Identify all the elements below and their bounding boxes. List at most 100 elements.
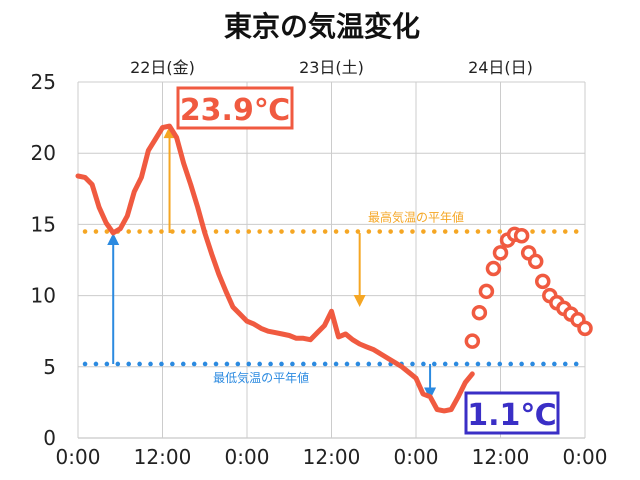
reference-dot [191, 361, 197, 367]
reference-dot [421, 361, 426, 367]
reference-dot [104, 229, 110, 234]
reference-dot [388, 229, 393, 234]
reference-dot [541, 229, 546, 234]
reference-dot [442, 361, 448, 367]
reference-dot [148, 229, 153, 234]
reference-dot [93, 229, 99, 234]
x-tick-label: 12:00 [472, 445, 530, 469]
reference-line [82, 361, 579, 367]
reference-dot [159, 361, 164, 367]
reference-dot [279, 361, 284, 367]
reference-dot [290, 361, 295, 367]
reference-dot [497, 361, 503, 367]
forecast-marker [464, 333, 481, 349]
reference-dot [410, 229, 415, 234]
reference-dot [268, 361, 273, 367]
reference-dot [421, 229, 426, 234]
reference-dot [82, 229, 88, 234]
reference-dot [497, 229, 503, 234]
reference-dot [224, 361, 230, 367]
reference-dot [257, 361, 262, 367]
reference-dot [213, 361, 219, 367]
forecast-marker [527, 253, 544, 270]
reference-dot [235, 361, 241, 367]
temperature-series [75, 123, 593, 414]
reference-dot [573, 229, 579, 234]
reference-dot [475, 229, 481, 234]
reference-dot [290, 229, 295, 234]
x-tick-label: 12:00 [303, 445, 361, 469]
forecast-marker [513, 228, 530, 244]
day-labels: 22日(金) 23日(土) 24日(日) [130, 58, 533, 77]
reference-dot [235, 229, 241, 234]
forecast-marker [478, 283, 495, 300]
day-label: 24日(日) [468, 58, 533, 77]
reference-dot [202, 361, 208, 367]
reference-dot [541, 361, 546, 367]
temperature-line [75, 123, 475, 414]
day-label: 23日(土) [299, 58, 364, 77]
reference-dot [464, 361, 470, 367]
reference-line-label: 最低気温の平年値 [213, 370, 309, 385]
reference-dot [170, 229, 175, 234]
reference-dot [377, 361, 383, 367]
callout-max-text: 23.9℃ [180, 93, 290, 128]
reference-dot [573, 361, 579, 367]
chart-title: 東京の気温変化 [224, 10, 420, 43]
x-tick-label: 0:00 [56, 445, 101, 469]
reference-dot [552, 229, 557, 234]
reference-dot [552, 361, 557, 367]
arrow [107, 232, 120, 364]
reference-dot [246, 229, 252, 234]
reference-dot [486, 229, 492, 234]
arrow [424, 363, 437, 400]
reference-dot [104, 361, 110, 367]
reference-dot [453, 229, 459, 234]
reference-dot [486, 361, 492, 367]
reference-dot [246, 361, 252, 367]
reference-dot [355, 229, 361, 234]
reference-dot [344, 361, 350, 367]
forecast-marker [485, 260, 502, 277]
reference-dot [333, 229, 339, 234]
reference-dot [453, 361, 459, 367]
arrow-head [107, 232, 120, 245]
x-axis: 0:00 12:00 0:00 12:00 0:00 12:00 0:00 [56, 445, 608, 469]
grid-lines [77, 81, 586, 439]
x-tick-label: 0:00 [225, 445, 270, 469]
reference-dot [475, 361, 481, 367]
reference-dot [180, 361, 186, 367]
reference-dot [170, 361, 175, 367]
reference-dot [399, 229, 404, 234]
callout-max-box [176, 86, 294, 130]
reference-dot [159, 229, 164, 234]
reference-dot [355, 361, 361, 367]
callout-min-text: 1.1℃ [467, 398, 556, 433]
reference-dot [366, 361, 372, 367]
reference-dot [180, 229, 186, 234]
y-tick-label: 25 [31, 70, 56, 94]
reference-dot [137, 361, 142, 367]
reference-dot [311, 361, 317, 367]
x-tick-label: 0:00 [563, 445, 608, 469]
reference-dot [126, 229, 131, 234]
reference-line [82, 229, 579, 234]
y-tick-label: 5 [43, 355, 56, 379]
reference-dot [301, 361, 306, 367]
forecast-marker [535, 273, 551, 290]
callout-min: 1.1℃ [464, 391, 560, 435]
y-axis: 0 5 10 15 20 25 [31, 70, 56, 450]
x-tick-label: 12:00 [134, 445, 192, 469]
x-tick-label: 0:00 [394, 445, 439, 469]
reference-dot [410, 361, 415, 367]
reference-dot [257, 229, 262, 234]
reference-dot [508, 361, 514, 367]
reference-dot [279, 229, 284, 234]
reference-dot [562, 361, 568, 367]
reference-dot [224, 229, 230, 234]
reference-dot [530, 361, 535, 367]
reference-dot [213, 229, 219, 234]
reference-dot [268, 229, 273, 234]
reference-dot [82, 361, 88, 367]
